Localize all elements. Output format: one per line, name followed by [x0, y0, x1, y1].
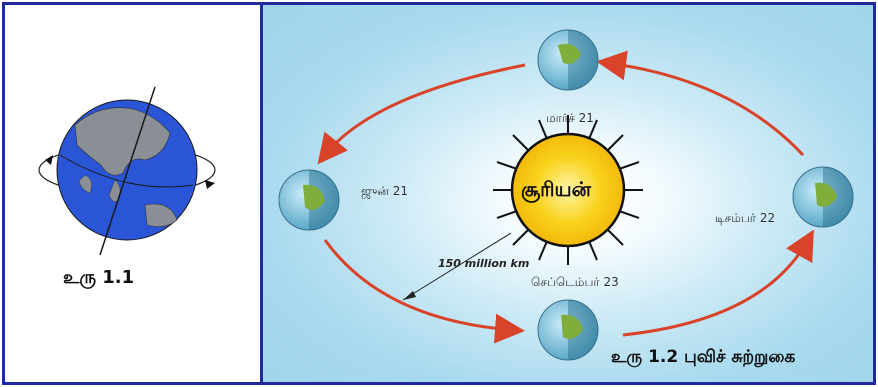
figure-2-caption: உரு 1.2 புவிச் சுற்றுகை — [611, 347, 796, 367]
figure-2-panel: சூரியன் மார்ச் 21 ஜுன் 21 செப்டெம்பர் 23… — [263, 5, 873, 382]
australia-landmass — [144, 203, 178, 227]
earth-axis — [99, 86, 156, 256]
distance-label: 150 million km — [438, 257, 530, 270]
season-label-september: செப்டெம்பர் 23 — [531, 275, 619, 289]
figure-1-caption: உரு 1.1 — [63, 267, 135, 288]
sun-label: சூரியன் — [521, 177, 592, 201]
panel-divider — [260, 5, 263, 382]
orbit-arrow-december-to-march — [596, 50, 805, 157]
earth-december — [792, 166, 854, 228]
earth-march — [537, 29, 599, 91]
earth-september — [537, 299, 599, 361]
sun — [510, 132, 626, 248]
asia-landmass — [74, 107, 171, 176]
island-landmass — [108, 179, 121, 202]
orbit-arrow-september-to-december — [622, 229, 814, 337]
sun-rays — [493, 115, 643, 265]
season-label-december: டிசம்பர் 22 — [715, 211, 776, 225]
peninsula-landmass — [78, 174, 92, 194]
season-label-june: ஜுன் 21 — [361, 184, 408, 198]
distance-arrowhead — [403, 291, 416, 300]
globe-rotation-diagram — [38, 86, 216, 256]
equator-line — [59, 154, 194, 188]
orbit-arrow-march-to-june — [317, 63, 526, 165]
rotation-arrow-right — [205, 180, 215, 189]
orbit-arrow-june-to-september — [323, 239, 525, 344]
figure-1-panel: உரு 1.1 — [5, 5, 260, 382]
rotation-arrow-left — [45, 155, 53, 165]
distance-arrow — [402, 232, 512, 301]
season-label-march: மார்ச் 21 — [546, 111, 594, 125]
earth-june — [278, 169, 340, 231]
earth-revolution-diagram — [278, 29, 854, 361]
